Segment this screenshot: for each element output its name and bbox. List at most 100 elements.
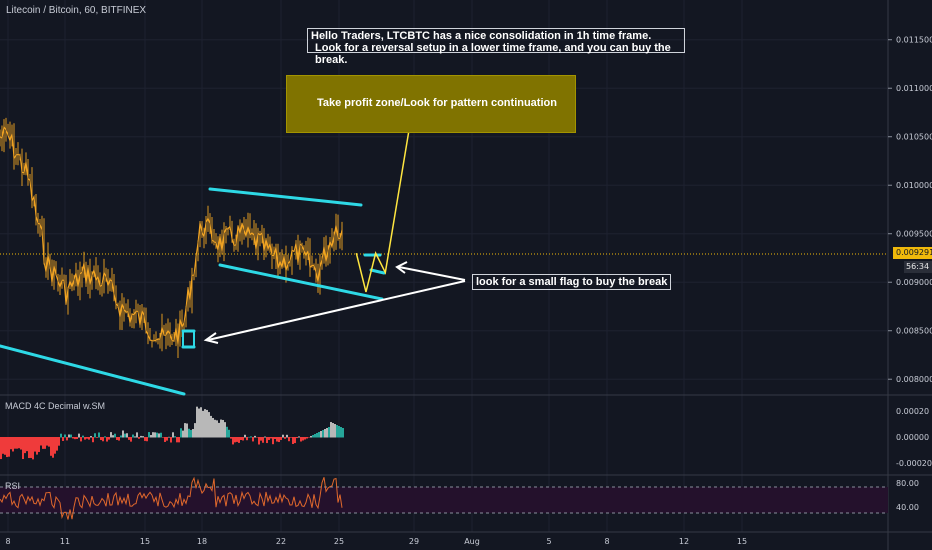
macd-bar [66, 437, 68, 441]
time-axis[interactable]: 8 11 15 18 22 25 29 Aug 5 8 12 15 [5, 537, 747, 546]
macd-bar [240, 437, 242, 441]
macd-bar [336, 425, 338, 438]
macd-bar [248, 436, 250, 438]
macd-bar [218, 422, 220, 438]
macd-bar [8, 437, 10, 457]
macd-bar [214, 419, 216, 438]
macd-bar [62, 437, 64, 441]
macd-bar [158, 433, 160, 438]
macd-bar [102, 437, 104, 442]
macd-bar [124, 433, 126, 438]
price-axis[interactable]: 0.011500 0.011000 0.010500 0.010000 0.009500… [888, 36, 932, 512]
macd-bar [178, 437, 180, 443]
macd-bar [68, 434, 70, 438]
macd-bar [154, 432, 156, 438]
macd-bar [20, 437, 22, 450]
macd-bar [226, 426, 228, 438]
macd-bar [100, 437, 102, 441]
price-tick-label: 0.011000 [896, 84, 932, 93]
intro-note: Hello Traders, LTCBTC has a nice consoli… [307, 28, 685, 66]
macd-bar [276, 437, 278, 442]
macd-bar [294, 437, 296, 444]
macd-bar [168, 436, 170, 438]
macd-bar [164, 437, 166, 442]
macd-tick-label: -0.00020 [896, 459, 932, 468]
macd-bar [94, 433, 96, 438]
rsi-line [0, 476, 343, 520]
macd-bar [156, 432, 158, 438]
macd-bar [296, 437, 298, 439]
channel-line-0 [0, 344, 186, 396]
rsi-series [0, 476, 343, 520]
macd-bar [96, 437, 98, 438]
rsi-band [0, 486, 888, 514]
macd-bar [200, 407, 202, 438]
macd-bar [228, 429, 230, 438]
rsi-tick-label: 40.00 [896, 503, 919, 512]
projection-line [355, 97, 416, 293]
macd-bar [188, 428, 190, 438]
macd-bar [128, 437, 130, 440]
macd-bar [10, 437, 12, 450]
time-tick-label: 12 [679, 537, 689, 546]
macd-bar [320, 431, 322, 438]
macd-bar [286, 434, 288, 438]
macd-bar [142, 436, 144, 438]
macd-bar [172, 432, 174, 438]
macd-bar [140, 435, 142, 438]
channel-line-6 [369, 268, 386, 275]
macd-bar [304, 437, 306, 440]
time-tick-label: 8 [604, 537, 609, 546]
rsi-band-fill [0, 487, 888, 513]
arrow-line-2 [398, 266, 466, 281]
macd-bar [108, 437, 110, 440]
macd-bar [220, 419, 222, 438]
macd-bar [4, 437, 6, 455]
macd-bar [44, 437, 46, 449]
macd-bar [22, 437, 24, 460]
time-tick-label: 15 [140, 537, 150, 546]
macd-bar [150, 435, 152, 438]
macd-label: MACD 4C Decimal w.SM [5, 401, 106, 411]
macd-bar [266, 437, 268, 444]
macd-bar [16, 437, 18, 449]
flag-note-label: look for a small flag to buy the break [476, 276, 668, 288]
macd-bar [238, 437, 240, 443]
macd-bar [196, 406, 198, 438]
macd-bar [232, 437, 234, 445]
price-tick-label: 0.009000 [896, 278, 932, 287]
macd-bar [76, 437, 78, 440]
macd-bar [256, 437, 258, 438]
macd-bar [84, 437, 86, 440]
time-tick-label: 5 [546, 537, 551, 546]
macd-bar [198, 408, 200, 438]
macd-bar [110, 432, 112, 438]
macd-bar [324, 429, 326, 438]
macd-bar [236, 437, 238, 442]
macd-tick-label: 0.00020 [896, 407, 929, 416]
macd-bar [292, 437, 294, 445]
macd-bar [262, 437, 264, 443]
macd-bar [210, 415, 212, 438]
macd-bar [254, 435, 256, 438]
macd-bar [278, 437, 280, 443]
macd-bar [242, 437, 244, 441]
macd-bar [182, 430, 184, 438]
bar-countdown: 56:34 [904, 261, 932, 273]
macd-bar [160, 432, 162, 438]
macd-bar [230, 437, 232, 439]
macd-bar [0, 437, 2, 460]
time-tick-label: 15 [737, 537, 747, 546]
price-tick-label: 0.009500 [896, 230, 932, 239]
macd-bar [88, 437, 90, 440]
macd-bar [86, 437, 88, 439]
price-tick-label: 0.008500 [896, 327, 932, 336]
macd-bar [318, 432, 320, 438]
take-profit-zone: Take profit zone/Look for pattern contin… [286, 75, 576, 133]
price-tick-label: 0.011500 [896, 36, 932, 45]
macd-bar [284, 437, 286, 439]
macd-bar [134, 436, 136, 438]
macd-histogram [0, 406, 344, 460]
macd-bar [28, 437, 30, 459]
